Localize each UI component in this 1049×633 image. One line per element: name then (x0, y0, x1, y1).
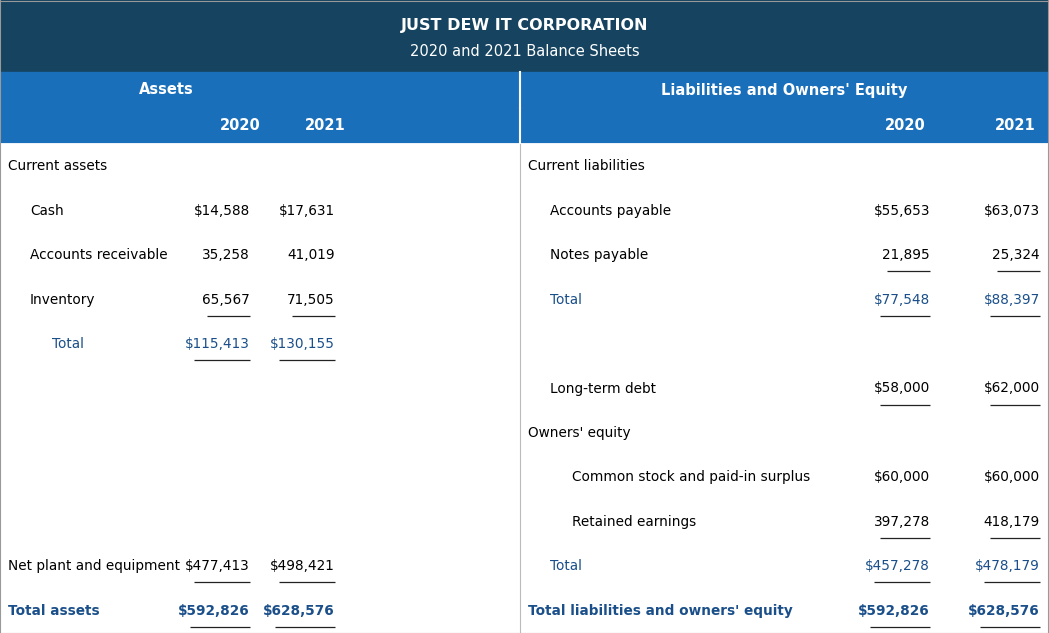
Text: Cash: Cash (30, 204, 64, 218)
Bar (0, 144, 1049, 633)
Text: JUST DEW IT CORPORATION: JUST DEW IT CORPORATION (401, 18, 648, 34)
Text: $17,631: $17,631 (279, 204, 335, 218)
Text: Accounts receivable: Accounts receivable (30, 248, 168, 262)
Text: Total liabilities and owners' equity: Total liabilities and owners' equity (528, 604, 793, 618)
Text: $457,278: $457,278 (865, 560, 930, 573)
Text: Liabilities and Owners' Equity: Liabilities and Owners' Equity (661, 82, 907, 97)
Text: $14,588: $14,588 (194, 204, 250, 218)
Text: 2020: 2020 (884, 118, 925, 134)
Text: 35,258: 35,258 (202, 248, 250, 262)
Text: $115,413: $115,413 (185, 337, 250, 351)
Text: 2021: 2021 (304, 118, 345, 134)
Text: Assets: Assets (140, 82, 194, 97)
Text: $478,179: $478,179 (976, 560, 1040, 573)
Text: Inventory: Inventory (30, 292, 95, 306)
Text: Retained earnings: Retained earnings (572, 515, 697, 529)
Text: Total: Total (52, 337, 84, 351)
Text: 65,567: 65,567 (202, 292, 250, 306)
Text: Long-term debt: Long-term debt (550, 382, 656, 396)
Text: $58,000: $58,000 (874, 382, 930, 396)
Text: Owners' equity: Owners' equity (528, 426, 630, 440)
Text: $88,397: $88,397 (984, 292, 1040, 306)
Text: 418,179: 418,179 (984, 515, 1040, 529)
Text: Notes payable: Notes payable (550, 248, 648, 262)
Text: $628,576: $628,576 (968, 604, 1040, 618)
Bar (0, 0, 1049, 72)
Text: $77,548: $77,548 (874, 292, 930, 306)
Bar (0, 108, 1049, 144)
Text: $60,000: $60,000 (874, 470, 930, 484)
Text: 41,019: 41,019 (287, 248, 335, 262)
Text: 2021: 2021 (994, 118, 1035, 134)
Text: $130,155: $130,155 (270, 337, 335, 351)
Text: Total: Total (550, 560, 582, 573)
Text: 2020: 2020 (219, 118, 260, 134)
Text: $55,653: $55,653 (874, 204, 930, 218)
Text: $592,826: $592,826 (858, 604, 930, 618)
Text: $477,413: $477,413 (186, 560, 250, 573)
Text: 21,895: 21,895 (882, 248, 930, 262)
Text: $63,073: $63,073 (984, 204, 1040, 218)
Bar (0, 72, 1049, 108)
Text: Accounts payable: Accounts payable (550, 204, 671, 218)
Text: 397,278: 397,278 (874, 515, 930, 529)
Text: Common stock and paid-in surplus: Common stock and paid-in surplus (572, 470, 810, 484)
Text: $592,826: $592,826 (178, 604, 250, 618)
Text: 25,324: 25,324 (992, 248, 1040, 262)
Text: Total: Total (550, 292, 582, 306)
Text: Total assets: Total assets (8, 604, 100, 618)
Text: $60,000: $60,000 (984, 470, 1040, 484)
Text: Current liabilities: Current liabilities (528, 160, 645, 173)
Text: $628,576: $628,576 (263, 604, 335, 618)
Text: $498,421: $498,421 (271, 560, 335, 573)
Text: 2020 and 2021 Balance Sheets: 2020 and 2021 Balance Sheets (410, 44, 639, 60)
Text: 71,505: 71,505 (287, 292, 335, 306)
Text: Net plant and equipment: Net plant and equipment (8, 560, 180, 573)
Text: Current assets: Current assets (8, 160, 107, 173)
Text: $62,000: $62,000 (984, 382, 1040, 396)
